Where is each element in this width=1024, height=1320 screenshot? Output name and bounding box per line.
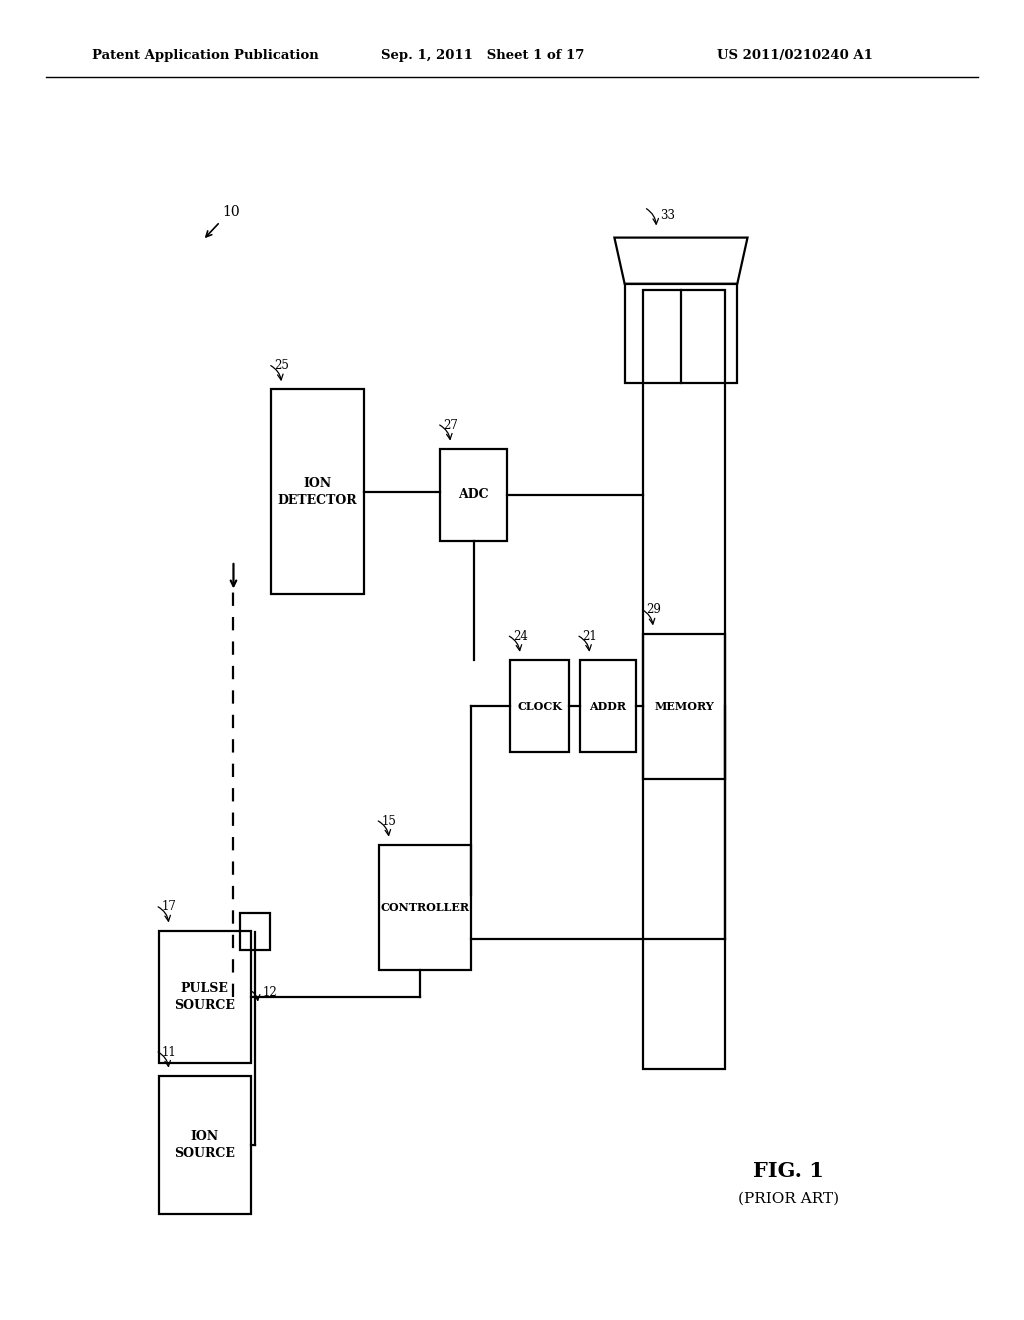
Text: ADC: ADC [459, 488, 488, 502]
Text: 29: 29 [646, 603, 662, 616]
Text: ADDR: ADDR [589, 701, 627, 711]
Bar [271, 389, 364, 594]
Text: CONTROLLER: CONTROLLER [381, 902, 469, 913]
Bar [440, 449, 507, 541]
Text: 33: 33 [660, 209, 676, 222]
Text: CLOCK: CLOCK [517, 701, 562, 711]
Text: 27: 27 [443, 418, 459, 432]
Text: 21: 21 [583, 630, 597, 643]
Text: Patent Application Publication: Patent Application Publication [92, 49, 318, 62]
Text: (PRIOR ART): (PRIOR ART) [738, 1192, 839, 1205]
Text: ION
SOURCE: ION SOURCE [174, 1130, 236, 1160]
Text: MEMORY: MEMORY [654, 701, 714, 711]
Bar [510, 660, 569, 752]
Text: ION
DETECTOR: ION DETECTOR [278, 477, 357, 507]
Text: US 2011/0210240 A1: US 2011/0210240 A1 [717, 49, 872, 62]
Bar [643, 634, 725, 779]
Bar [379, 845, 471, 970]
Bar [159, 931, 251, 1063]
Bar [643, 290, 725, 1069]
Bar [625, 284, 737, 383]
Bar [240, 913, 270, 950]
Bar [159, 1076, 251, 1214]
Text: 15: 15 [382, 814, 397, 828]
Text: 17: 17 [162, 900, 177, 913]
Text: FIG. 1: FIG. 1 [753, 1160, 824, 1181]
Text: 24: 24 [513, 630, 528, 643]
Text: 12: 12 [262, 986, 276, 999]
Text: PULSE
SOURCE: PULSE SOURCE [174, 982, 236, 1011]
Bar [580, 660, 636, 752]
Text: Sep. 1, 2011   Sheet 1 of 17: Sep. 1, 2011 Sheet 1 of 17 [381, 49, 585, 62]
Text: 10: 10 [222, 205, 240, 219]
Text: 11: 11 [162, 1045, 176, 1059]
Text: 25: 25 [274, 359, 290, 372]
